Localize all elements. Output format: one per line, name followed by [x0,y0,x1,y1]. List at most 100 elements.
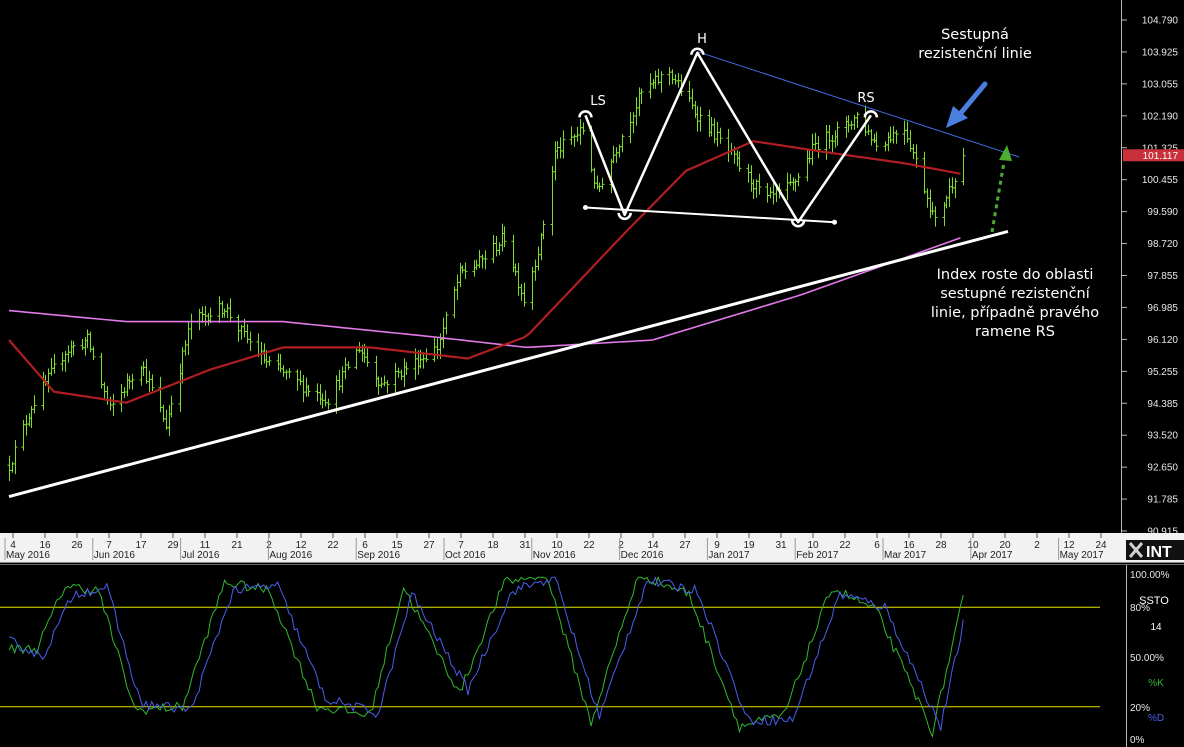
price-bar [169,395,174,418]
index-note-line-4: ramene RS [975,324,1055,340]
stoch-period: 14 [1150,622,1162,633]
price-bar [874,131,879,152]
day-tick-label: 7 [458,540,464,551]
annotation-arrows [946,81,1012,233]
month-tick-label: Mar 2017 [884,550,927,561]
month-tick-label: Aug 2016 [269,550,312,561]
price-bar [385,380,390,394]
price-bar [150,374,155,392]
day-tick-label: 10 [551,540,563,551]
index-note-line-2: sestupné rezistenční [940,286,1090,302]
chart-logo: INT [1126,540,1184,561]
price-bar [796,172,801,187]
price-bar [561,130,566,159]
support-trendline [8,229,1009,499]
resistance-label: Sestupná rezistenční linie [905,26,1045,64]
price-bar [287,368,292,379]
day-tick-label: 29 [167,540,179,551]
stoch-d-line [8,576,964,731]
price-axis: 104.790 103.925 103.055 102.190 101.325 100.4… [1121,0,1184,562]
pivot-marker-rs [863,110,879,118]
price-bar [32,395,37,414]
price-bar [737,151,742,172]
price-bars [7,66,966,482]
ls-label: LS [590,94,606,109]
price-tick-label: 91.785 [1147,495,1178,506]
price-tick-label: 101.325 [1142,143,1179,154]
index-note-line-1: Index roste do oblasti [936,267,1094,283]
day-tick-label: 2 [1034,540,1040,551]
logo-x-mark [1128,542,1144,558]
day-tick-label: 24 [1095,540,1107,551]
day-tick-label: 2 [618,540,624,551]
month-tick-label: Feb 2017 [796,550,839,561]
stoch-tick-label: 50.00% [1130,653,1164,664]
head-and-shoulders-pattern [578,47,879,228]
day-tick-label: 15 [391,540,403,551]
price-bar [444,311,449,335]
price-bar [718,127,723,144]
price-bar [541,220,546,240]
day-tick-label: 10 [967,540,979,551]
day-tick-label: 12 [1063,540,1075,551]
month-tick-label: Jun 2016 [94,550,136,561]
stoch-tick-label: 0% [1130,735,1145,746]
day-tick-label: 4 [10,540,16,551]
day-tick-label: 9 [714,540,720,551]
price-bar [581,122,586,135]
h-label: H [697,32,707,47]
day-tick-label: 22 [327,540,339,551]
price-bar [306,384,311,397]
day-tick-label: 26 [71,540,83,551]
price-bar [424,348,429,363]
price-bar [620,134,625,153]
day-tick-label: 2 [266,540,272,551]
price-tick-label: 97.855 [1147,271,1178,282]
price-bar [816,136,821,159]
price-bar [914,144,919,168]
price-bar [659,71,664,93]
green-arrow-head [999,145,1012,161]
resistance-label-line-1: Sestupná [941,27,1009,43]
price-tick-label: 103.925 [1142,47,1179,58]
stochastic-panel: 100.00% 80% 50.00% 20% 0% SSTO 14 %K %D [0,564,1184,747]
price-bar [502,226,507,248]
day-tick-label: 22 [839,540,851,551]
price-tick-label: 90.915 [1147,527,1178,538]
day-tick-label: 10 [807,540,819,551]
price-bar [835,121,840,146]
day-tick-label: 20 [999,540,1011,551]
price-tick-label: 98.720 [1147,239,1178,250]
day-tick-label: 7 [106,540,112,551]
day-tick-label: 28 [935,540,947,551]
neckline [585,206,835,224]
stoch-k-line [8,575,964,739]
month-tick-label: Jul 2016 [182,550,220,561]
price-tick-label: 93.520 [1147,431,1178,442]
resistance-label-line-2: rezistenční linie [918,46,1032,62]
day-tick-label: 19 [743,540,755,551]
last-price-tag [1123,149,1184,162]
day-tick-label: 27 [679,540,691,551]
month-tick-label: May 2016 [6,550,50,561]
price-bar [13,439,18,475]
stoch-tick-label: 20% [1130,703,1150,714]
stoch-tick-label: 100.00% [1130,570,1170,581]
price-tick-label: 102.190 [1142,111,1179,122]
price-bar [463,262,468,280]
price-tick-label: 95.255 [1147,367,1178,378]
price-bar [698,106,703,132]
price-bar [91,346,96,361]
stoch-title: SSTO [1139,595,1169,607]
day-tick-label: 12 [295,540,307,551]
price-bar [639,88,644,105]
month-tick-label: Jan 2017 [708,550,750,561]
price-bar [52,354,57,374]
day-tick-label: 21 [231,540,243,551]
rs-label: RS [857,91,875,106]
day-tick-label: 11 [200,540,211,551]
price-tick-label: 96.985 [1147,303,1178,314]
time-axis: 4 16 26 7 17 29 11 21 2 12 22 6 15 27 7 18 31 10 22 2 14 27 9 1… [0,533,1184,563]
price-tick-label: 92.650 [1147,463,1178,474]
